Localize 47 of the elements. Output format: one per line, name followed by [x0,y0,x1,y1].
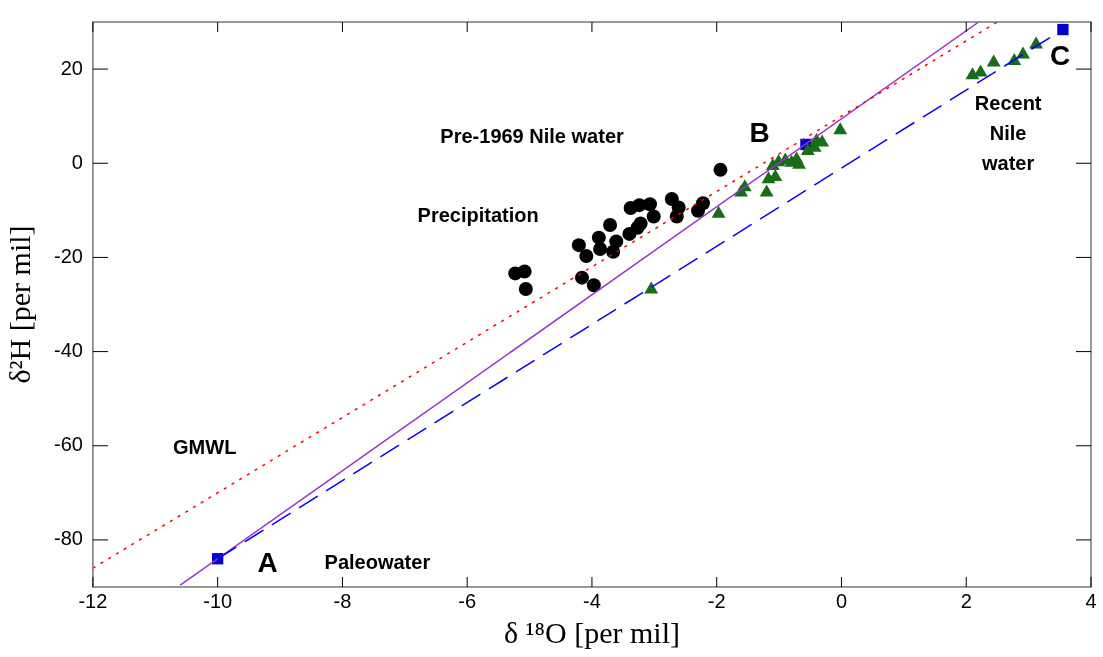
y-axis-title: δ²H [per mil] [2,225,36,384]
point [630,220,645,235]
point [713,162,728,177]
y-tick-label: -40 [54,339,83,362]
y-tick-label: -60 [54,433,83,456]
point [986,54,1001,67]
y-tick-label: -80 [54,527,83,550]
point [695,196,710,211]
point [759,184,774,197]
x-tick-label: -2 [707,589,726,612]
point [579,249,594,263]
x-tick-label: 4 [1085,589,1097,612]
point [574,270,589,285]
point [646,209,661,224]
y-tick-label: 20 [60,56,83,79]
point [586,278,601,293]
x-tick-label: 2 [960,589,972,612]
x-tick-label: -8 [333,589,352,612]
point [642,197,657,212]
point [815,134,830,147]
y-tick-label: 0 [71,150,83,173]
point [973,64,988,77]
point [603,217,618,232]
point [518,281,533,296]
point [792,156,806,169]
x-tick-label: -12 [78,589,108,612]
x-tick-label: 0 [835,589,848,612]
x-axis-title: δ ¹⁸O [per mil] [503,615,680,649]
point [571,238,586,253]
point [606,244,621,259]
annotation: Recent Nile water [974,91,1042,174]
annotation: C [1049,39,1071,71]
annotation: B [749,116,770,148]
point [517,264,532,279]
annotation: A [257,546,278,578]
annotation: Pre-1969 Nile water [440,125,624,148]
annotation: Precipitation [417,204,539,227]
annotation: GMWL [173,436,237,459]
point [669,209,684,224]
y-tick-label: -20 [54,244,83,267]
x-tick-label: -10 [203,589,233,612]
x-tick-label: -4 [583,589,601,612]
point [833,122,848,135]
point [593,241,608,256]
x-tick-label: -6 [458,589,477,612]
point [711,205,726,218]
annotation: Paleowater [324,551,431,574]
